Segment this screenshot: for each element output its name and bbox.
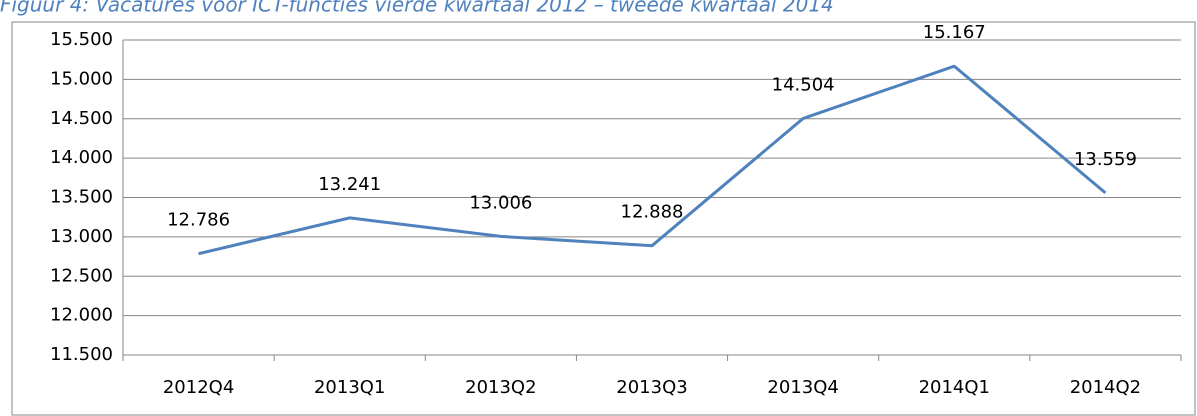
y-tick-label: 14.500 [50, 108, 113, 129]
x-tick-label: 2013Q2 [465, 377, 536, 398]
data-label: 13.559 [1074, 149, 1137, 170]
y-tick-label: 12.500 [50, 265, 113, 286]
data-label: 13.006 [469, 192, 532, 213]
chart-border [11, 21, 1196, 416]
x-tick-label: 2012Q4 [163, 377, 234, 398]
y-tick-label: 12.000 [50, 305, 113, 326]
data-label: 12.786 [167, 210, 230, 231]
y-tick-label: 11.500 [50, 344, 113, 365]
y-tick-label: 13.500 [50, 187, 113, 208]
y-tick-label: 13.000 [50, 226, 113, 247]
data-label: 12.888 [621, 202, 684, 223]
x-tick-label: 2013Q4 [767, 377, 838, 398]
data-label: 13.241 [318, 174, 381, 195]
x-tick-label: 2013Q1 [314, 377, 385, 398]
line [198, 64, 1107, 256]
y-tick-label: 15.000 [50, 68, 113, 89]
x-tick-label: 2014Q1 [919, 377, 990, 398]
chart-title: Figuur 4: Vacatures voor ICT-functies vi… [0, 0, 834, 17]
data-label: 15.167 [923, 22, 986, 43]
x-tick-label: 2014Q2 [1070, 377, 1141, 398]
y-tick-label: 14.000 [50, 147, 113, 168]
x-tick-label: 2013Q3 [616, 377, 687, 398]
data-label: 14.504 [772, 74, 835, 95]
y-tick-label: 15.500 [50, 29, 113, 50]
